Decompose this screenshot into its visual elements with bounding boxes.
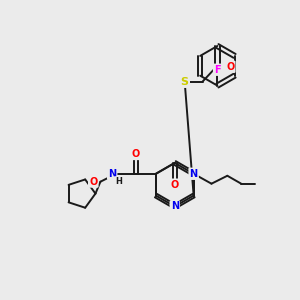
Text: O: O xyxy=(226,62,234,72)
Text: F: F xyxy=(214,65,221,75)
Text: N: N xyxy=(108,169,116,179)
Text: O: O xyxy=(132,149,140,159)
Text: H: H xyxy=(115,177,122,186)
Text: N: N xyxy=(171,202,179,212)
Text: O: O xyxy=(171,180,179,190)
Text: N: N xyxy=(190,169,198,179)
Text: S: S xyxy=(181,76,189,87)
Text: O: O xyxy=(89,177,98,187)
